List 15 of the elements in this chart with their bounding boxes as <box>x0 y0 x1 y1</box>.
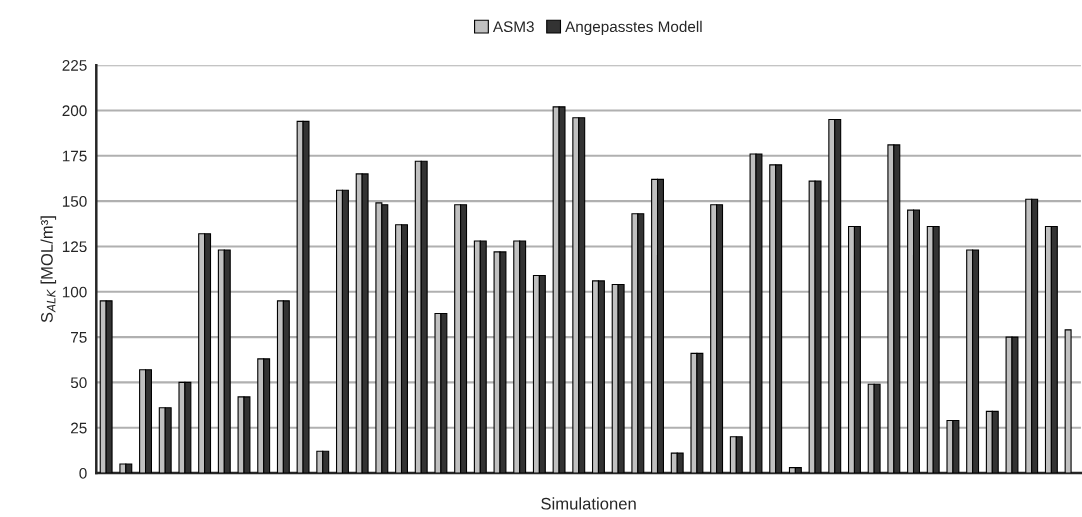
y-tick-label: 225 <box>62 60 87 71</box>
y-tick-label: 200 <box>62 105 87 117</box>
y-tick-label: 175 <box>62 150 87 162</box>
y-tick-label: 100 <box>62 286 87 298</box>
legend-label: Angepasstes Modell <box>565 20 702 36</box>
y-tick-label: 50 <box>70 377 87 389</box>
y-axis-title: S$_{ALK}$ [MOL/m³] <box>40 216 57 323</box>
y-tick-label: 125 <box>62 241 87 253</box>
bar <box>1064 329 1072 474</box>
y-tick-label: 150 <box>62 195 87 207</box>
y-tick-label: 75 <box>71 332 87 343</box>
y-tick-label: 25 <box>71 422 87 434</box>
x-axis-title: Simulationen <box>541 497 636 510</box>
legend-label: ASM3 <box>492 21 534 33</box>
y-tick-label: 0 <box>79 467 87 479</box>
